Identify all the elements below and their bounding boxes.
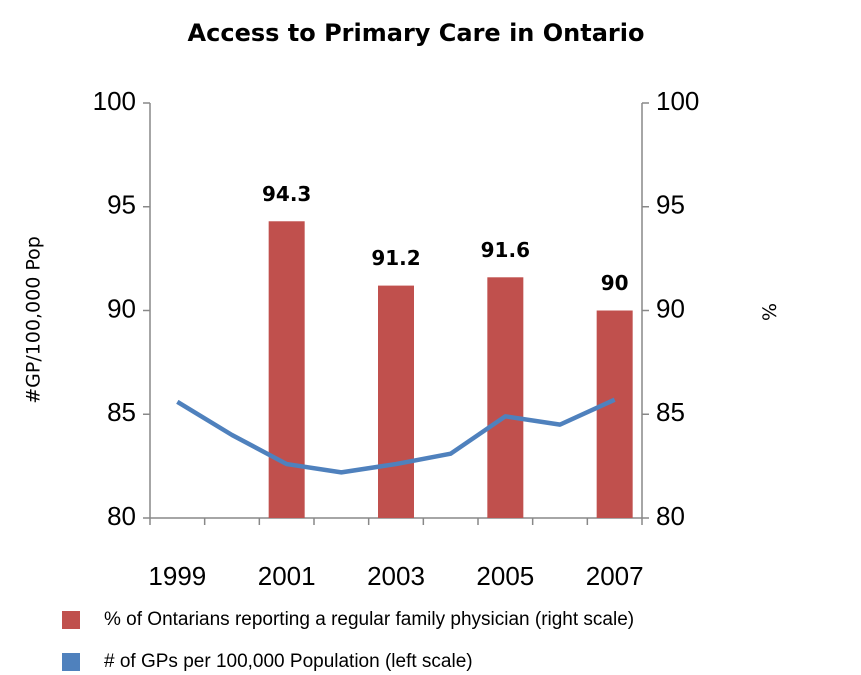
y2-tick-label: 95 (656, 190, 685, 220)
data-label: 91.6 (481, 238, 530, 262)
y2-tick-label: 85 (656, 397, 685, 427)
y-tick-label: 90 (107, 293, 136, 323)
line (176, 397, 616, 475)
y-tick-label: 85 (107, 397, 136, 427)
x-tick-label: 2003 (367, 561, 425, 591)
data-label: 90 (601, 271, 629, 295)
y2-axis-label: % (758, 303, 780, 321)
y-tick-label: 95 (107, 190, 136, 220)
x-tick-label: 2001 (258, 561, 316, 591)
y-tick-label: 100 (93, 86, 136, 116)
bar (268, 221, 305, 518)
bar (378, 285, 414, 518)
legend-swatch (62, 611, 80, 629)
y-tick-label: 80 (107, 501, 136, 531)
y2-tick-label: 100 (656, 86, 699, 116)
bar (596, 310, 633, 518)
data-label: 94.3 (262, 182, 311, 206)
x-tick-label: 2005 (476, 561, 534, 591)
chart-title: Access to Primary Care in Ontario (188, 19, 645, 47)
legend-swatch (62, 653, 80, 671)
data-label: 91.2 (371, 246, 420, 270)
x-tick-label: 1999 (148, 561, 206, 591)
legend-label: % of Ontarians reporting a regular famil… (104, 609, 634, 630)
bar (487, 277, 524, 518)
y2-tick-label: 90 (656, 293, 685, 323)
legend-label: # of GPs per 100,000 Population (left sc… (104, 651, 473, 672)
x-tick-label: 2007 (586, 561, 644, 591)
y-axis-label: #GP/100,000 Pop (23, 236, 45, 404)
y2-tick-label: 80 (656, 501, 685, 531)
